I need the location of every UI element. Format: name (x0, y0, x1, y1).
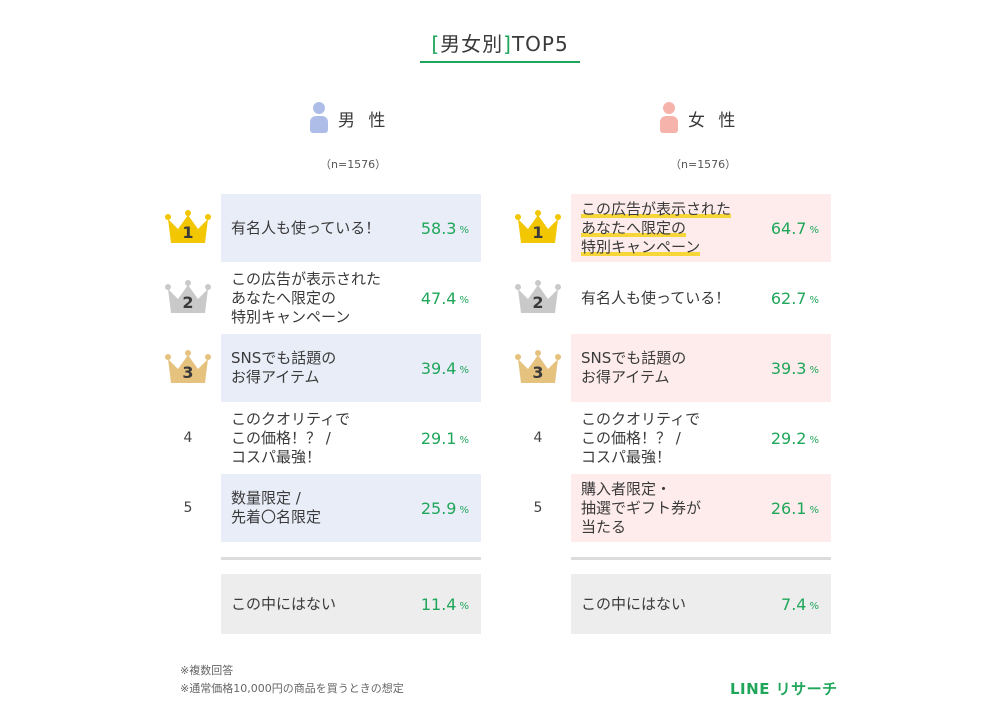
female-row-value: 26.1% (770, 498, 819, 518)
gold-crown-icon: 1 (513, 207, 563, 249)
female-label: 女 性 (688, 110, 740, 131)
male-other-label: この中にはない (231, 594, 337, 613)
male-label: 男 性 (338, 110, 390, 131)
female-row-label: このクオリティで この価格！？ / コスパ最強！ (581, 409, 701, 466)
male-row-value: 58.3% (420, 218, 469, 238)
female-row-label: 有名人も使っている！ (581, 288, 731, 307)
male-rank-3: 3 (160, 334, 216, 402)
female-header: 女 性 (660, 100, 739, 136)
female-rank-number: 5 (533, 500, 543, 516)
bronze-crown-icon: 3 (513, 347, 563, 389)
title-bracket-close: ] (503, 32, 512, 56)
male-rank-number: 1 (182, 223, 194, 242)
male-row-3: SNSでも話題の お得アイテム 39.4% (221, 334, 481, 402)
female-person-icon (660, 102, 678, 134)
male-row-label: 数量限定 / 先着〇名限定 (231, 489, 322, 526)
title-bracket-open: [ (431, 32, 441, 56)
male-row-5: 数量限定 / 先着〇名限定 25.9% (221, 474, 481, 542)
female-column: 女 性 （n=1576） 1 この広告が表示された あなたへ限定の 特別キャンペーン 6… (510, 0, 910, 724)
male-rank-number: 3 (182, 363, 194, 382)
male-other-value: 11.4% (420, 594, 469, 614)
male-rank-number: 5 (183, 500, 193, 516)
title-text: 男女別 (440, 32, 504, 56)
silver-crown-icon: 2 (513, 277, 563, 319)
male-other-row: この中にはない 11.4% (221, 574, 481, 634)
female-rank-5: 5 (510, 474, 566, 542)
male-divider (221, 557, 481, 560)
male-rank-2: 2 (160, 264, 216, 332)
male-rank-4: 4 (160, 404, 216, 472)
female-rank-number: 3 (532, 363, 544, 382)
female-row-label: SNSでも話題の お得アイテム (581, 349, 687, 386)
male-row-label: 有名人も使っている！ (231, 218, 381, 237)
male-rank-1: 1 (160, 194, 216, 262)
male-rank-number: 4 (183, 430, 193, 446)
footnote-multiple-answer: ※複数回答 (180, 664, 234, 677)
silver-crown-icon: 2 (163, 277, 213, 319)
male-rank-number: 2 (182, 293, 194, 312)
female-row-value: 62.7% (770, 288, 819, 308)
bronze-crown-icon: 3 (163, 347, 213, 389)
male-sample-size: （n=1576） (320, 158, 387, 171)
male-row-label: SNSでも話題の お得アイテム (231, 349, 337, 386)
female-row-5: 購入者限定・ 抽選でギフト券が 当たる 26.1% (571, 474, 831, 542)
footnotes: ※複数回答 ※通常価格10,000円の商品を買うときの想定 (180, 662, 404, 698)
gold-crown-icon: 1 (163, 207, 213, 249)
line-research-logo: LINE リサーチ (730, 680, 838, 698)
female-row-3: SNSでも話題の お得アイテム 39.3% (571, 334, 831, 402)
title-suffix: TOP5 (511, 32, 569, 56)
female-row-label: この広告が表示された あなたへ限定の 特別キャンペーン (581, 199, 732, 256)
male-row-label: この広告が表示された あなたへ限定の 特別キャンペーン (231, 269, 382, 326)
female-divider (571, 557, 831, 560)
female-rank-number: 1 (532, 223, 544, 242)
female-rank-2: 2 (510, 264, 566, 332)
male-row-value: 29.1% (420, 428, 469, 448)
female-rank-1: 1 (510, 194, 566, 262)
female-row-value: 39.3% (770, 358, 819, 378)
chart-title: [男女別]TOP5 (420, 28, 580, 63)
female-rank-number: 4 (533, 430, 543, 446)
female-rank-4: 4 (510, 404, 566, 472)
male-row-label: このクオリティで この価格！？ / コスパ最強！ (231, 409, 351, 466)
female-other-label: この中にはない (581, 594, 687, 613)
footnote-price-assumption: ※通常価格10,000円の商品を買うときの想定 (180, 682, 404, 695)
male-row-value: 25.9% (420, 498, 469, 518)
female-row-2: 有名人も使っている！ 62.7% (571, 264, 831, 332)
female-row-value: 64.7% (770, 218, 819, 238)
female-other-row: この中にはない 7.4% (571, 574, 831, 634)
male-row-value: 39.4% (420, 358, 469, 378)
female-row-1: この広告が表示された あなたへ限定の 特別キャンペーン 64.7% (571, 194, 831, 262)
female-row-value: 29.2% (770, 428, 819, 448)
male-column: 男 性 （n=1576） 1 有名人も使っている！ 58.3% 2 この広告が表示された… (160, 0, 560, 724)
female-rank-number: 2 (532, 293, 544, 312)
male-row-1: 有名人も使っている！ 58.3% (221, 194, 481, 262)
male-person-icon (310, 102, 328, 134)
male-header: 男 性 (310, 100, 389, 136)
male-row-2: この広告が表示された あなたへ限定の 特別キャンペーン 47.4% (221, 264, 481, 332)
female-row-4: このクオリティで この価格！？ / コスパ最強！ 29.2% (571, 404, 831, 472)
male-row-value: 47.4% (420, 288, 469, 308)
male-row-4: このクオリティで この価格！？ / コスパ最強！ 29.1% (221, 404, 481, 472)
female-row-label: 購入者限定・ 抽選でギフト券が 当たる (581, 479, 702, 536)
male-rank-5: 5 (160, 474, 216, 542)
female-sample-size: （n=1576） (670, 158, 737, 171)
female-rank-3: 3 (510, 334, 566, 402)
female-other-value: 7.4% (781, 594, 819, 614)
